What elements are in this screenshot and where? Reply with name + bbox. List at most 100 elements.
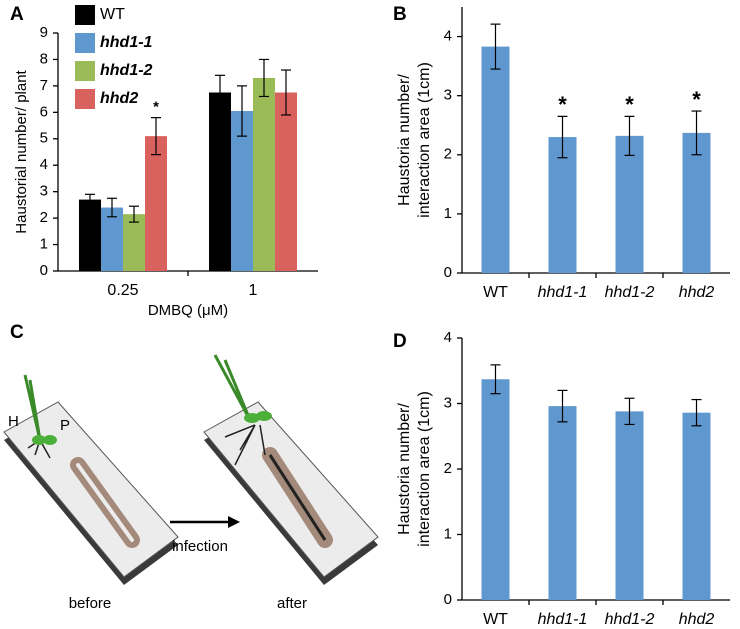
y-axis-label: interaction area (1cm): [416, 62, 433, 218]
bar: [682, 412, 711, 600]
significance-marker: *: [558, 92, 567, 117]
leaf: [32, 435, 46, 445]
host-shoot: [23, 374, 42, 441]
x-tick-label: WT: [483, 284, 508, 301]
bar: [123, 214, 145, 271]
bar: [548, 137, 577, 273]
label: after: [277, 595, 307, 612]
panel-label: C: [10, 322, 24, 343]
error-bar: [129, 205, 139, 223]
bar: [275, 92, 297, 271]
x-tick-label: hhd2: [679, 284, 715, 301]
error-bar: [490, 23, 501, 70]
bar: [253, 77, 275, 271]
bar: [145, 136, 167, 271]
legend-swatch: [75, 5, 95, 25]
y-tick-label: 2: [444, 460, 452, 477]
roots: [224, 424, 266, 466]
bar: [615, 411, 644, 600]
bar: [481, 46, 510, 273]
error-bar: [624, 115, 635, 156]
bar: [615, 135, 644, 273]
bar: [209, 92, 231, 271]
y-tick-label: 3: [40, 183, 48, 200]
y-tick-label: 2: [444, 146, 452, 163]
legend-swatch: [75, 33, 95, 53]
error-bar: [624, 397, 635, 426]
x-tick-label: hhd1-1: [538, 611, 588, 628]
x-axis-label: DMBQ (μM): [148, 302, 228, 319]
bar: [101, 207, 123, 271]
error-bar: [281, 69, 291, 116]
leaf: [244, 413, 260, 423]
significance-marker: *: [153, 99, 159, 116]
legend-label: hhd2: [100, 90, 138, 107]
x-tick-label: 0.25: [107, 282, 138, 299]
y-tick-label: 8: [40, 50, 48, 67]
y-axis-label: Haustoria number/: [396, 403, 413, 535]
y-axis-label: Haustorial number/ plant: [13, 69, 30, 233]
error-bar: [490, 364, 501, 395]
panel-label: B: [393, 4, 407, 25]
y-tick-label: 1: [444, 525, 452, 542]
arrow-head: [228, 516, 240, 528]
significance-marker: *: [625, 92, 634, 117]
leaf: [43, 435, 57, 445]
y-tick-label: 4: [444, 28, 452, 45]
x-tick-label: hhd2: [679, 611, 715, 628]
panel-label: D: [393, 331, 407, 352]
x-tick-label: hhd1-1: [538, 284, 588, 301]
y-tick-label: 0: [444, 591, 452, 608]
y-tick-label: 6: [40, 103, 48, 120]
y-axis-label: Haustoria number/: [396, 74, 413, 206]
error-bar: [85, 193, 95, 206]
x-tick-label: hhd1-2: [605, 611, 655, 628]
bar: [548, 406, 577, 600]
y-tick-label: 3: [444, 87, 452, 104]
y-tick-label: 0: [40, 262, 48, 279]
y-tick-label: 9: [40, 24, 48, 41]
label: before: [69, 595, 112, 612]
error-bar: [259, 58, 269, 98]
error-bar: [237, 85, 247, 137]
y-tick-label: 4: [40, 156, 48, 173]
bar: [231, 111, 253, 271]
bar: [481, 379, 510, 600]
y-tick-label: 3: [444, 394, 452, 411]
bar: [79, 199, 101, 271]
tube-gap: [76, 463, 134, 542]
x-tick-label: hhd1-2: [605, 284, 655, 301]
legend-label: WT: [100, 6, 125, 23]
y-tick-label: 0: [444, 264, 452, 281]
label: H: [8, 413, 19, 430]
error-bar: [691, 398, 702, 427]
legend-label: hhd1-1: [100, 34, 153, 51]
y-axis-label: interaction area (1cm): [416, 391, 433, 547]
error-bar: [557, 389, 568, 423]
panel-label: A: [10, 4, 24, 25]
leaf: [256, 411, 272, 421]
x-tick-label: WT: [483, 611, 508, 628]
label: P: [60, 417, 70, 434]
diagram-c: C H P infection before after: [3, 322, 379, 612]
root: [268, 454, 327, 541]
error-bar: [215, 74, 225, 111]
y-tick-label: 7: [40, 77, 48, 94]
x-tick-label: 1: [249, 282, 258, 299]
error-bar: [107, 197, 117, 218]
legend-label: hhd1-2: [100, 62, 153, 79]
bar: [682, 132, 711, 273]
y-tick-label: 5: [40, 130, 48, 147]
y-tick-label: 4: [444, 329, 452, 346]
host-shoot: [213, 354, 252, 421]
legend-swatch: [75, 61, 95, 81]
legend-swatch: [75, 89, 95, 109]
error-bar: [557, 115, 568, 159]
label: infection: [172, 538, 228, 555]
error-bar: [151, 117, 161, 156]
y-tick-label: 1: [40, 236, 48, 253]
y-tick-label: 2: [40, 209, 48, 226]
significance-marker: *: [692, 87, 701, 112]
y-tick-label: 1: [444, 205, 452, 222]
